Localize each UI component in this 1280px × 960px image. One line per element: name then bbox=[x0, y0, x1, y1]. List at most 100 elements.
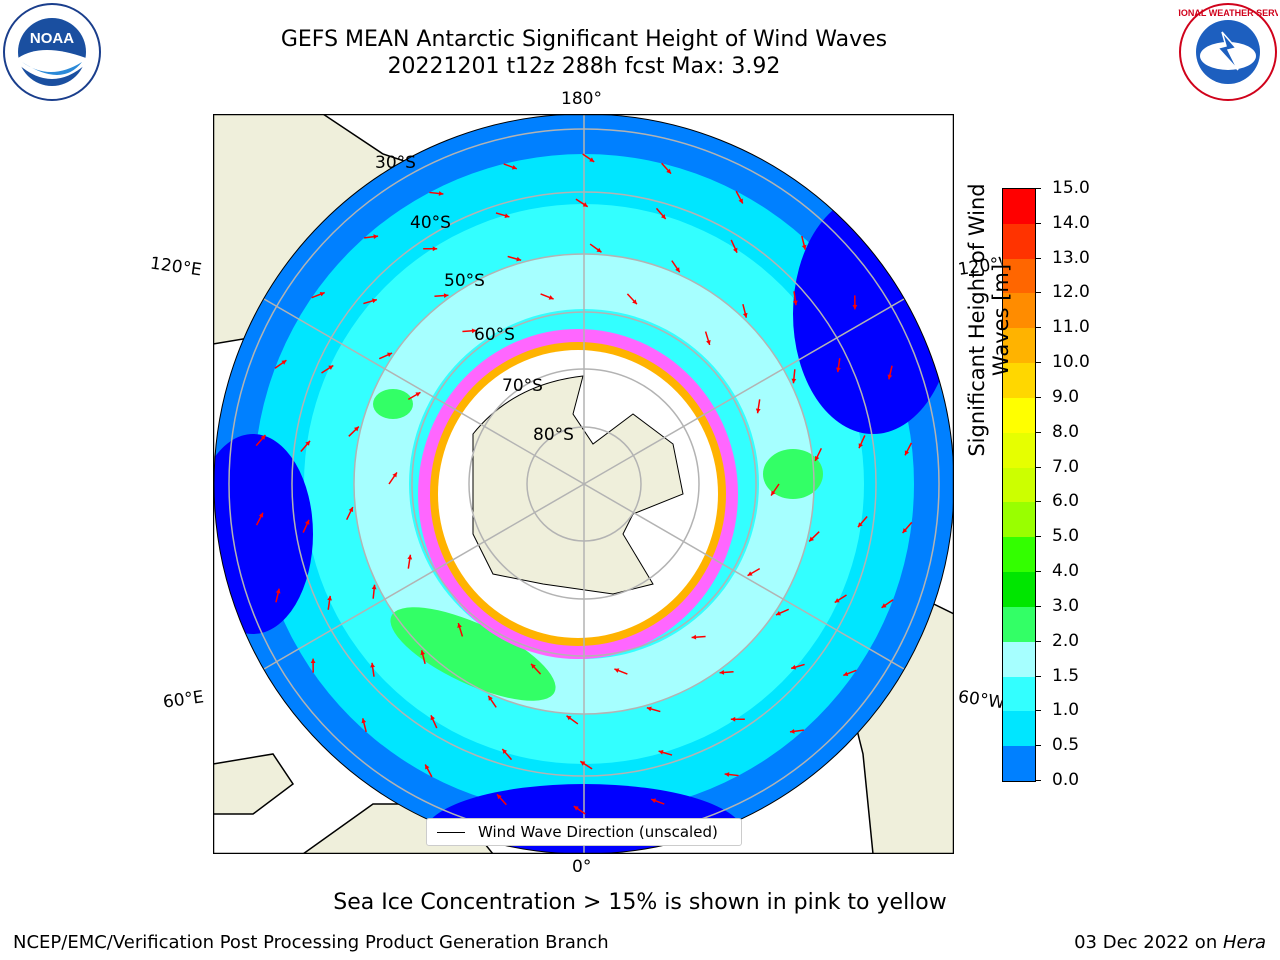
colorbar-tick-mark bbox=[1035, 710, 1041, 712]
colorbar-band bbox=[1003, 537, 1035, 573]
colorbar-tick-label: 0.0 bbox=[1052, 770, 1080, 790]
wind-arrow-head bbox=[791, 378, 797, 384]
wind-arrow-head bbox=[258, 512, 264, 518]
wind-arrow-head bbox=[371, 298, 377, 304]
colorbar-tick-label: 2.0 bbox=[1052, 630, 1080, 651]
wind-arrows bbox=[255, 153, 913, 815]
colorbar-tick-mark bbox=[1035, 640, 1041, 642]
colorbar-band bbox=[1003, 328, 1035, 364]
lon-label-0: 0° bbox=[572, 857, 592, 877]
graticule bbox=[228, 114, 940, 854]
field-high-patch-3 bbox=[373, 389, 413, 419]
wind-arrow-head bbox=[660, 214, 666, 219]
colorbar-band bbox=[1003, 189, 1035, 225]
wind-arrow-head bbox=[496, 794, 502, 800]
colorbar-tick-mark bbox=[1035, 675, 1041, 677]
colorbar-tick-mark bbox=[1035, 362, 1041, 364]
wind-arrow-head bbox=[792, 300, 798, 306]
wind-arrow-head bbox=[852, 305, 858, 310]
colorbar-tick-label: 4.0 bbox=[1052, 561, 1080, 582]
colorbar-tick-mark bbox=[1035, 292, 1041, 294]
wind-arrow-head bbox=[706, 340, 711, 345]
wind-arrow-head bbox=[531, 663, 536, 669]
colorbar-tick-label: 13.0 bbox=[1052, 247, 1090, 268]
wind-arrow-head bbox=[658, 750, 664, 755]
lon-label-60e: 60°E bbox=[161, 687, 206, 713]
lat-label-60s: 60°S bbox=[474, 325, 515, 345]
colorbar-band bbox=[1003, 572, 1035, 608]
colorbar-tick-label: 12.0 bbox=[1052, 282, 1090, 303]
colorbar-tick-mark bbox=[1035, 466, 1041, 468]
wind-arrow-head bbox=[281, 360, 287, 365]
legend-line-swatch bbox=[437, 832, 465, 833]
map-legend: Wind Wave Direction (unscaled) bbox=[426, 818, 742, 846]
wind-arrow-head bbox=[742, 312, 748, 318]
wind-arrow-head bbox=[328, 365, 334, 370]
wind-arrow-head bbox=[836, 367, 841, 373]
colorbar-tick-label: 3.0 bbox=[1052, 595, 1080, 616]
colorbar-tick-label: 8.0 bbox=[1052, 421, 1080, 442]
wind-arrow-head bbox=[614, 668, 620, 673]
colorbar-tick-label: 1.0 bbox=[1052, 700, 1080, 721]
wind-arrow-head bbox=[511, 165, 517, 170]
wind-arrow-head bbox=[632, 299, 637, 305]
noaa-logo: NOAA bbox=[3, 3, 101, 101]
wind-arrow-head bbox=[881, 603, 887, 608]
colorbar-band bbox=[1003, 711, 1035, 747]
wind-arrow-head bbox=[730, 716, 736, 722]
wind-arrow-head bbox=[502, 749, 508, 754]
footer-date: 03 Dec 2022 on Hera bbox=[1074, 932, 1266, 953]
wind-arrow-head bbox=[275, 588, 281, 594]
colorbar-tick-mark bbox=[1035, 257, 1041, 259]
colorbar-tick-mark bbox=[1035, 745, 1041, 747]
wind-arrow-head bbox=[791, 664, 797, 670]
wind-arrow-head bbox=[771, 490, 776, 496]
colorbar-tick-label: 9.0 bbox=[1052, 386, 1080, 407]
colorbar-tick-label: 14.0 bbox=[1052, 212, 1090, 233]
wind-arrow-head bbox=[361, 718, 367, 724]
wind-arrow-head bbox=[260, 435, 266, 440]
colorbar-band bbox=[1003, 397, 1035, 434]
wind-arrow-head bbox=[373, 234, 379, 240]
wind-arrow-head bbox=[387, 352, 393, 357]
colorbar-tick-mark bbox=[1035, 327, 1041, 329]
colorbar-tick-label: 10.0 bbox=[1052, 352, 1090, 373]
wind-arrow-head bbox=[432, 246, 438, 252]
lat-label-50s: 50°S bbox=[444, 271, 485, 291]
wind-arrow-head bbox=[666, 168, 672, 174]
wind-arrow-head bbox=[691, 634, 697, 640]
colorbar-band bbox=[1003, 363, 1035, 399]
wind-arrow-head bbox=[809, 536, 814, 542]
svg-text:NOAA: NOAA bbox=[30, 30, 74, 47]
wind-arrow-head bbox=[504, 213, 510, 218]
colorbar-band bbox=[1003, 467, 1035, 503]
wind-arrow-head bbox=[425, 764, 430, 770]
wind-arrow-head bbox=[814, 455, 820, 461]
wind-arrow-head bbox=[488, 695, 493, 701]
colorbar-tick-mark bbox=[1035, 188, 1041, 189]
wind-arrow-head bbox=[801, 244, 807, 250]
svg-text:NATIONAL WEATHER SERVICE: NATIONAL WEATHER SERVICE bbox=[1178, 8, 1278, 18]
field-high-patch-1 bbox=[390, 607, 556, 701]
colorbar-tick-label: 1.5 bbox=[1052, 665, 1080, 686]
wind-arrow-head bbox=[319, 291, 325, 297]
wind-arrow-head bbox=[516, 256, 522, 262]
chart-title-line1: GEFS MEAN Antarctic Significant Height o… bbox=[280, 27, 888, 52]
wind-arrow-head bbox=[471, 328, 477, 334]
wind-arrow-head bbox=[887, 374, 893, 380]
lat-label-80s: 80°S bbox=[533, 425, 574, 445]
wind-arrow-head bbox=[582, 202, 588, 207]
wind-arrow-head bbox=[747, 571, 753, 576]
lon-label-120e: 120°E bbox=[148, 253, 203, 281]
colorbar-tick-label: 5.0 bbox=[1052, 526, 1080, 547]
colorbar-tick-mark bbox=[1035, 431, 1041, 433]
polar-map bbox=[213, 114, 954, 854]
chart-title-line2: 20221201 t12z 288h fcst Max: 3.92 bbox=[387, 54, 781, 79]
footer-host: Hera bbox=[1222, 932, 1266, 953]
wind-arrow-head bbox=[415, 392, 421, 397]
lat-label-30s: 30°S bbox=[375, 153, 416, 173]
colorbar-tick-mark bbox=[1035, 605, 1041, 607]
wind-arrow-head bbox=[857, 522, 863, 528]
colorbar-tick-mark bbox=[1035, 780, 1041, 781]
wind-arrow-head bbox=[738, 198, 743, 204]
